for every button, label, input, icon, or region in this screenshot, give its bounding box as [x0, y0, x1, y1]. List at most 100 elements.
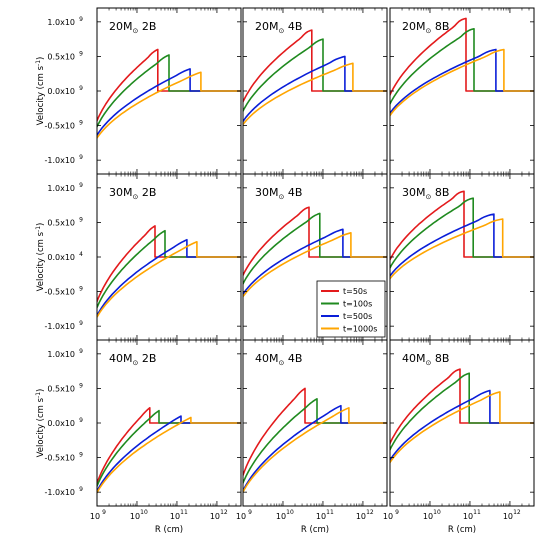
- y-tick-label: 0.0x10: [47, 253, 75, 262]
- series-line-t100s: [390, 28, 534, 106]
- series-line-t100s: [97, 409, 241, 489]
- panel-1: 20M⊙ 2B 1.0x10 9 0.5x10 9 0.0x10 9 -0.5x10 9 -1.0…: [35, 7, 242, 175]
- series-line-t500s: [243, 404, 387, 493]
- y-axis-label: Velocity (cm s-1): [35, 57, 46, 126]
- y-tick-label: -1.0x10: [44, 322, 75, 331]
- y-tick-label-exp: 9: [79, 348, 83, 355]
- series-line-t1000s: [243, 407, 387, 494]
- x-tick-label-exp: 11: [180, 509, 188, 516]
- panel-4-curves: [97, 225, 241, 319]
- series-line-t500s: [97, 415, 241, 493]
- panel-9-curves: [390, 368, 534, 465]
- panel-title: 20M⊙ 2B: [109, 20, 156, 35]
- x-tick-label-exp: 10: [433, 509, 441, 516]
- panel-3-curves: [390, 17, 534, 118]
- x-tick-label-exp: 11: [473, 509, 481, 516]
- y-tick-label-exp: 9: [79, 85, 83, 92]
- series-line-t100s: [97, 229, 241, 310]
- y-tick-label: -0.5x10: [44, 122, 75, 131]
- x-tick-label-exp: 12: [220, 509, 228, 516]
- y-tick-label: 0.5x10: [47, 52, 75, 61]
- panel-4: 30M⊙ 2B 1.0x10 9 0.5x10 9 0.0x10 4 -0.5x10 9 -1.0…: [35, 173, 242, 341]
- y-tick-label: 0.5x10: [47, 218, 75, 227]
- y-tick-label: 0.5x10: [47, 384, 75, 393]
- y-tick-label-exp: 9: [79, 154, 83, 161]
- y-tick-label-exp: 9: [79, 50, 83, 57]
- y-axis-label: Velocity (cm s-1): [35, 389, 46, 458]
- x-tick-label: 10: [130, 512, 140, 521]
- series-line-t50s: [243, 387, 387, 478]
- y-tick-label-exp: 9: [79, 320, 83, 327]
- series-line-t500s: [390, 48, 534, 115]
- panel-7-curves: [97, 407, 241, 495]
- series-line-t500s: [243, 228, 387, 296]
- y-tick-label: 0.0x10: [47, 87, 75, 96]
- y-tick-label-exp: 9: [79, 452, 83, 459]
- panel-7: 40M⊙ 2B 1.0x10 9 0.5x10 9 0.0x10 9 -0.5x10 9 -1.0…: [35, 339, 242, 535]
- x-tick-label: 10: [383, 512, 393, 521]
- panel-1-curves: [97, 48, 241, 140]
- y-tick-label-exp: 9: [79, 216, 83, 223]
- series-line-t1000s: [97, 71, 241, 140]
- x-tick-label-exp: 10: [286, 509, 294, 516]
- series-line-t50s: [390, 190, 534, 262]
- series-line-t50s: [97, 225, 241, 304]
- x-tick-label-exp: 9: [248, 509, 252, 516]
- panel-title: 30M⊙ 4B: [255, 186, 302, 201]
- series-line-t1000s: [390, 391, 534, 465]
- x-tick-label: 10: [463, 512, 473, 521]
- legend: t=50s t=100s t=500s t=1000s: [316, 280, 386, 338]
- panel-5: 30M⊙ 4B t=50s t=100s t=500s t=1000s: [242, 173, 388, 341]
- x-tick-label-exp: 12: [513, 509, 521, 516]
- x-tick-label: 10: [210, 512, 220, 521]
- series-line-t100s: [243, 38, 387, 113]
- panel-title: 40M⊙ 4B: [255, 352, 302, 367]
- panel-2-curves: [243, 29, 387, 126]
- y-tick-label: -0.5x10: [44, 288, 75, 297]
- x-tick-label: 10: [503, 512, 513, 521]
- series-line-t100s: [390, 372, 534, 452]
- y-tick-label: -1.0x10: [44, 488, 75, 497]
- x-tick-label: 10: [236, 512, 246, 521]
- panel-6: 30M⊙ 8B: [389, 173, 535, 341]
- series-line-t50s: [97, 407, 241, 486]
- y-tick-label-exp: 4: [79, 251, 83, 258]
- x-axis-label: R (cm): [301, 525, 329, 535]
- y-tick-label-exp: 9: [79, 182, 83, 189]
- panel-title: 30M⊙ 2B: [109, 186, 156, 201]
- series-line-t50s: [243, 206, 387, 278]
- series-line-t100s: [390, 197, 534, 270]
- series-line-t500s: [390, 389, 534, 462]
- series-line-t100s: [243, 398, 387, 486]
- y-tick-label-exp: 9: [79, 417, 83, 424]
- series-line-t1000s: [97, 241, 241, 319]
- legend-label: t=100s: [343, 300, 372, 309]
- series-line-t50s: [390, 368, 534, 446]
- y-tick-label: 1.0x10: [47, 350, 75, 359]
- panel-8-curves: [243, 387, 387, 494]
- panel-title: 40M⊙ 2B: [109, 352, 156, 367]
- panel-title: 40M⊙ 8B: [402, 352, 449, 367]
- panel-6-curves: [390, 190, 534, 281]
- series-line-t1000s: [97, 416, 241, 495]
- x-tick-label: 10: [170, 512, 180, 521]
- legend-label: t=1000s: [343, 325, 377, 334]
- y-tick-label: -1.0x10: [44, 156, 75, 165]
- x-tick-label: 10: [423, 512, 433, 521]
- y-axis-label: Velocity (cm s-1): [35, 223, 46, 292]
- series-line-t500s: [97, 238, 241, 318]
- series-line-t500s: [243, 55, 387, 124]
- x-axis-label: R (cm): [155, 525, 183, 535]
- panel-3: 20M⊙ 8B: [389, 7, 535, 175]
- y-tick-label: 1.0x10: [47, 18, 75, 27]
- series-line-t1000s: [390, 218, 534, 281]
- x-tick-label: 10: [276, 512, 286, 521]
- x-tick-label: 10: [316, 512, 326, 521]
- panel-5-curves: [243, 206, 387, 299]
- panel-2: 20M⊙ 4B: [242, 7, 388, 175]
- series-line-t1000s: [243, 232, 387, 299]
- series-line-t1000s: [243, 62, 387, 126]
- x-tick-label-exp: 11: [326, 509, 334, 516]
- y-tick-label-exp: 9: [79, 120, 83, 127]
